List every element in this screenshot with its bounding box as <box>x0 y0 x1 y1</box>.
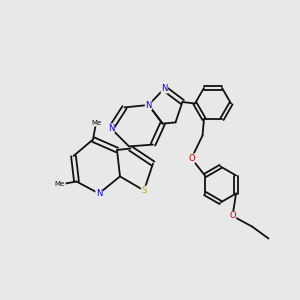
Text: N: N <box>108 124 114 133</box>
Text: O: O <box>188 154 195 163</box>
Text: N: N <box>96 189 102 198</box>
Text: O: O <box>229 212 236 220</box>
Text: N: N <box>161 84 168 93</box>
Text: Me: Me <box>55 182 65 188</box>
Text: Me: Me <box>91 120 101 126</box>
Text: N: N <box>145 100 152 109</box>
Text: S: S <box>141 186 147 195</box>
